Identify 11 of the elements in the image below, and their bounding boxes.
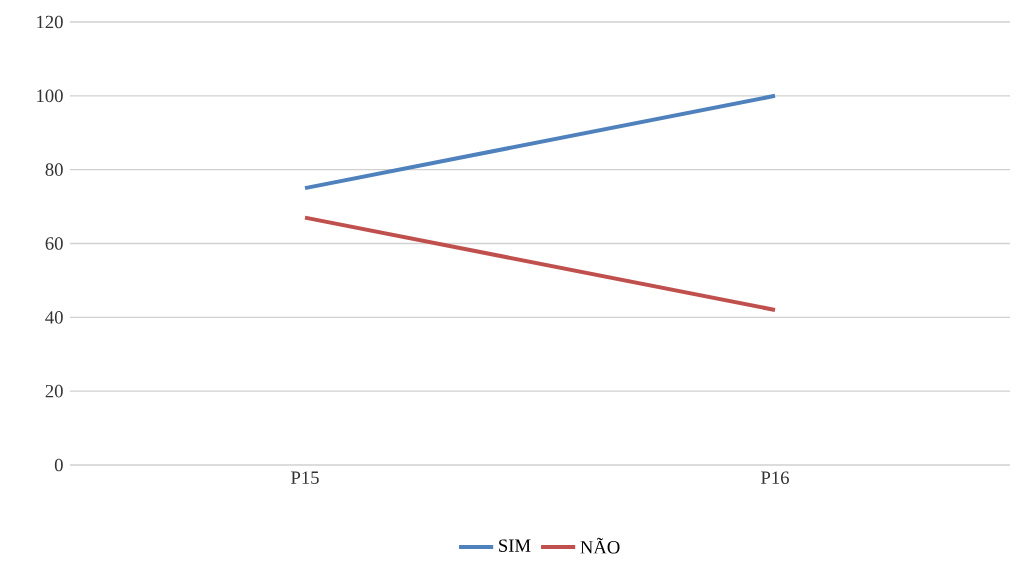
y-tick-label: 80 bbox=[45, 163, 63, 177]
y-tick-label: 100 bbox=[37, 89, 63, 103]
legend-label: SIM bbox=[499, 539, 531, 553]
y-tick-label: 120 bbox=[37, 15, 63, 29]
legend-label: NÃO bbox=[580, 537, 620, 554]
y-tick-label: 60 bbox=[45, 237, 63, 251]
y-tick-label: 40 bbox=[45, 311, 63, 324]
y-tick-label: 0 bbox=[54, 458, 63, 472]
y-tick-label: 20 bbox=[45, 385, 63, 398]
x-tick-label: P15 bbox=[291, 471, 319, 485]
x-tick-label: P16 bbox=[761, 471, 789, 485]
